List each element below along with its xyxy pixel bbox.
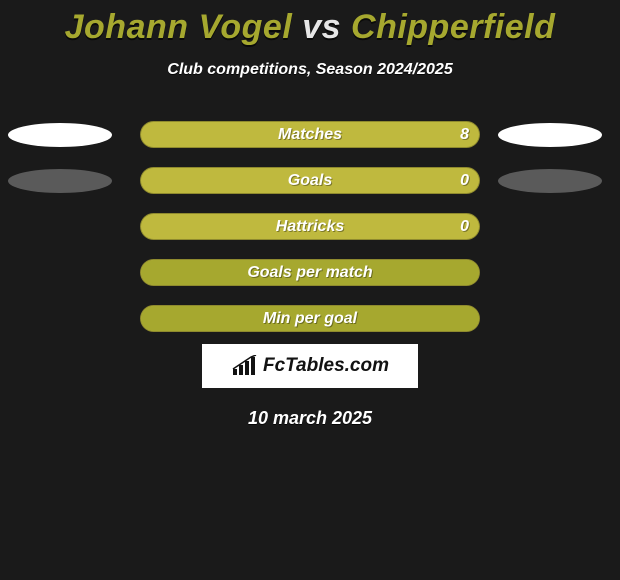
vs-separator: vs <box>302 8 341 46</box>
stat-value-right: 0 <box>460 172 469 190</box>
ellipse-right-icon <box>498 169 602 193</box>
subtitle: Club competitions, Season 2024/2025 <box>0 61 620 79</box>
stat-row: Matches 8 <box>0 121 620 148</box>
bar-chart-icon <box>231 355 257 377</box>
player1-name: Johann Vogel <box>65 8 293 46</box>
stats-rows: Matches 8 Goals 0 Hattricks 0 <box>0 121 620 332</box>
stat-label: Goals per match <box>247 264 372 282</box>
stat-label: Matches <box>278 126 342 144</box>
stat-row: Goals per match <box>0 259 620 286</box>
stat-label: Hattricks <box>276 218 344 236</box>
ellipse-left-icon <box>8 169 112 193</box>
logo-text: FcTables.com <box>263 355 389 377</box>
logo-badge: FcTables.com <box>202 344 418 388</box>
stat-value-right: 0 <box>460 218 469 236</box>
ellipse-left-icon <box>8 123 112 147</box>
stat-label: Min per goal <box>263 310 357 328</box>
stat-value-right: 8 <box>460 126 469 144</box>
ellipse-right-icon <box>498 123 602 147</box>
stat-bar: Goals per match <box>140 259 480 286</box>
stat-bar: Goals 0 <box>140 167 480 194</box>
page-title: Johann Vogel vs Chipperfield <box>0 0 620 47</box>
stat-row: Hattricks 0 <box>0 213 620 240</box>
stat-row: Goals 0 <box>0 167 620 194</box>
date-label: 10 march 2025 <box>0 408 620 429</box>
comparison-infographic: Johann Vogel vs Chipperfield Club compet… <box>0 0 620 580</box>
stat-bar: Matches 8 <box>140 121 480 148</box>
stat-bar: Min per goal <box>140 305 480 332</box>
stat-label: Goals <box>288 172 332 190</box>
stat-row: Min per goal <box>0 305 620 332</box>
player2-name: Chipperfield <box>351 8 555 46</box>
stat-bar: Hattricks 0 <box>140 213 480 240</box>
